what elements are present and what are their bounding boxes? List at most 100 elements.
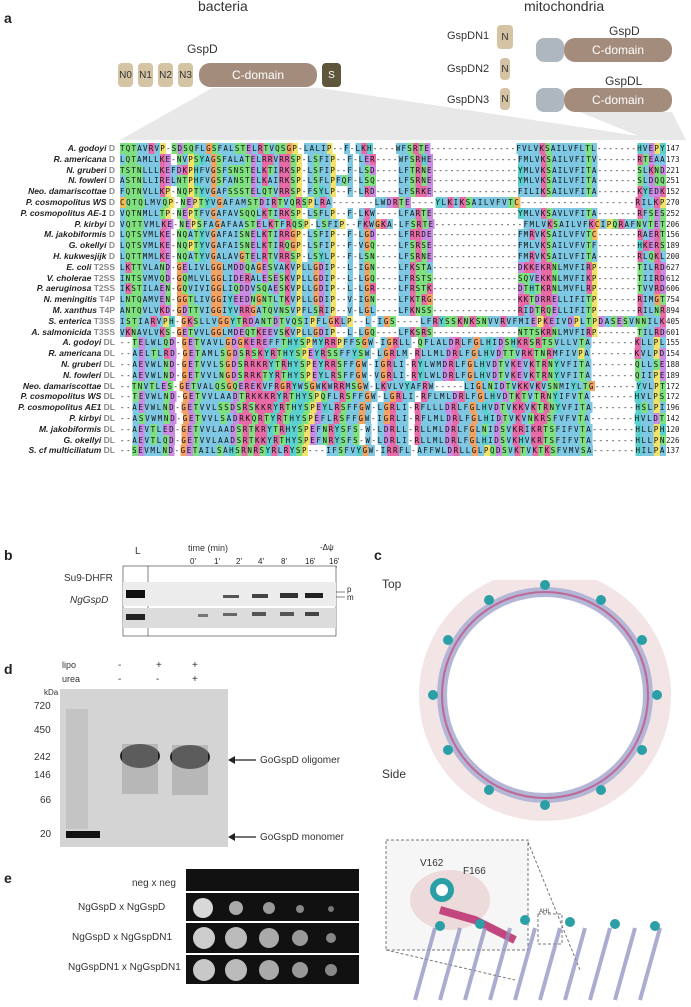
species-name: R. americana	[53, 153, 107, 164]
species-label: P. cosmopolitus WS DL	[0, 391, 115, 402]
species-tag: T3SS	[93, 315, 115, 326]
time-2: 2'	[236, 557, 242, 566]
sequence-cell: --AELTLRD-GETAMLSGDSRSKYRTHYSPEYRSSFFYSW…	[120, 348, 666, 360]
oligomer-label: GoGspD oligomer	[260, 755, 341, 766]
sequence-text: ISTIARVPH-GKSLLVGGYTRDANTDTVQSIPFLGKLP--…	[120, 316, 666, 326]
alignment-row: A. godoyi D TQTAVRVP-SDSQFLGSFALSTELRTVQS…	[0, 143, 691, 154]
panel-a-letter: a	[4, 10, 12, 26]
residue-number: 152	[666, 187, 680, 197]
residue-number: 188	[666, 360, 680, 369]
mito-gspdl-grey-domain	[536, 88, 564, 112]
alignment-row: P. kirbyi DL --ASVWMND-GETVVLSADRKQRTYRTH…	[0, 413, 691, 424]
species-label: G. okellyi D	[0, 240, 115, 251]
sequence-cell: INTSVMVQD-GQMLVLGGLIDERALESESKVPLLGDIP--…	[120, 272, 666, 284]
sequence-text: LQTTMMLKE-NQATYVGALAVGTELRTVRRSP-LSYLP--…	[120, 252, 666, 261]
sequence-text: --AEVTLQD-GETVVLAADSRTKKYRTHYSPEFNRYSFS-…	[120, 435, 666, 445]
species-label: P. aeruginosa T2SS	[0, 283, 115, 294]
sequence-cell: LKTTVLAND-GELIVLGGLMDDQAGESVAKVPLLGDIP--…	[120, 261, 666, 273]
marker-66: 66	[40, 795, 52, 806]
mito-gspd-label: GspD	[609, 24, 640, 38]
sequence-cell: VQTTVMLKE-NEPSFAGAFAASTELKTFRQSP-LSFIP--…	[120, 218, 666, 230]
sequence-cell: LQTSVMLKE-NQPTYVGAFAISNELKTIRQGP-LSFIP--…	[120, 240, 666, 252]
lipo-lane3: +	[192, 660, 198, 671]
species-name: M. xanthus	[52, 305, 98, 315]
panel-c-letter: c	[374, 547, 382, 563]
species-name: P. cosmopolitus WS	[20, 391, 102, 402]
marker-720: 720	[34, 701, 51, 712]
mito-gspd-grey-domain	[536, 38, 564, 62]
alignment-row: E. coli T2SS LKTTVLAND-GELIVLGGLMDDQAGESV…	[0, 261, 691, 273]
sequence-cell: --TELWLQD-GETVAVLGDGKEREFFTHYSPMYRRPFFSG…	[120, 337, 666, 349]
residue-number: 142	[666, 414, 680, 423]
alignment-row: H. kukwesjijk D LQTTMMLKE-NQATYVGALAVGTEL…	[0, 251, 691, 262]
species-label: N. fowleri DL	[0, 370, 115, 381]
panel-e-letter: e	[4, 870, 12, 886]
sequence-text: CQTQLMVQP-NEPTYVGAFAMSTDIRTVQRSPLRA-----…	[120, 198, 666, 207]
species-tag: DL	[103, 380, 115, 391]
time-4: 4'	[258, 557, 264, 566]
urea-lane3: +	[192, 674, 198, 685]
sequence-cell: --ASVWMND-GETVVLSADRKQRTYRTHYSPEFLRSFFGW…	[120, 413, 666, 424]
species-name: G. okellyi	[63, 434, 102, 445]
species-tag: T2SS	[93, 272, 115, 283]
s-domain: S	[322, 63, 341, 87]
sequence-cell: LQTSVMLKE-NQATYVGAFAISNELKTIRRGP-LSFIP--…	[120, 229, 666, 241]
alignment-row: N. gruberi D TSTNLLLKEFDKPHFVGSFSNSTELKTI…	[0, 164, 691, 176]
species-name: N. meningitis	[43, 294, 98, 305]
species-tag: DL	[103, 434, 115, 445]
alignment-row: M. jakobiformis D LQTSVMLKE-NQATYVGAFAISN…	[0, 229, 691, 241]
species-label: P. kirbyi D	[0, 219, 116, 230]
species-label: R. americana DL	[0, 348, 115, 359]
species-tag: DL	[103, 423, 115, 434]
sequence-cell: --TNVTLES-GETVALQSGQEREKVFRGRYWSGWKWRRMS…	[120, 380, 666, 392]
species-label: M. xanthus T4P	[0, 305, 115, 316]
species-tag: T3SS	[93, 326, 115, 337]
gspdn3-label: GspDN3	[447, 94, 490, 106]
residue-number: 252	[666, 208, 680, 218]
alignment-row: A. godoyi DL --TELWLQD-GETVAVLGDGKEREFFTH…	[0, 337, 691, 349]
sequence-cell: --TEVWLND-GETVVLAADTRKKKRYRTHYSPQFLRSFFG…	[120, 391, 666, 403]
residue-number: 601	[666, 327, 680, 337]
sequence-cell: FQTNVLLKP-NQPTYVGAFSSSTELQTVRRSP-FSYLP--…	[120, 186, 666, 198]
alignment-row: N. fowleri D ASTNLLIRELNTPHFVGSFANSTELKAI…	[0, 175, 691, 187]
sequence-text: ANTQVLVKD-GDTTVIGGIYVRRGATQVNSVPFLSRIP--…	[120, 306, 666, 315]
alignment-row: G. okellyi D LQTSVMLKE-NQPTYVGAFAISNELKTI…	[0, 240, 691, 252]
residue-number: 172	[666, 392, 680, 402]
species-name: P. cosmopolitus AE-1	[20, 207, 107, 218]
sequence-text: TQTAVRVP-SDSQFLGSFALSTELRTVQSGP-LALIP--F…	[120, 144, 666, 153]
species-name: A. salmonicida	[31, 326, 92, 337]
sequence-cell: --AEVWLND-GETVVLNGDSRRKTYRTHYSPEYLRSFFGW…	[120, 369, 666, 381]
species-tag: D	[108, 197, 115, 207]
m-label: m	[347, 593, 354, 602]
panel-d-letter: d	[4, 661, 13, 677]
mito-gspdl-label: GspDL	[605, 74, 643, 88]
species-name: S. cf multiciliatum	[28, 445, 102, 456]
sequence-text: VQTTVMLKE-NEPSFAGAFAASTELKTFRQSP-LSFIP--…	[120, 219, 666, 229]
sequence-cell: LQTTMMLKE-NQATYVGALAVGTELRTVRRSP-LSYLP--…	[120, 251, 666, 262]
sequence-cell: --AEVTLED-GETVVLAADSRTKRYTRHYSPEFNRYSFS-…	[120, 423, 666, 435]
n2-domain: N2	[158, 63, 173, 87]
residue-number: 154	[666, 349, 680, 359]
alignment-row: N. gruberi DL --AEVWLND-GETVVLSGDSRRKRYTR…	[0, 359, 691, 370]
sequence-text: --AEVTLED-GETVVLAADSRTKRYTRHYSPEFNRYSFS-…	[120, 424, 666, 434]
urea-lane2: -	[156, 674, 160, 685]
species-tag: DL	[103, 391, 115, 402]
residue-number: 627	[666, 262, 680, 272]
c-domain-bacteria: C-domain	[199, 63, 317, 87]
row-gspdn1-gspdn1-label: NgGspDN1 x NgGspDN1	[68, 962, 181, 973]
gspdn2-label: GspDN2	[447, 63, 490, 75]
residue-number: 754	[666, 295, 680, 305]
sequence-text: IKSTILAEN-GQVIVIGGLIQDDVSQAESKVPLLGDIP--…	[120, 284, 666, 294]
species-tag: D	[108, 240, 115, 251]
species-label: E. coli T2SS	[0, 262, 115, 273]
species-name: E. coli	[66, 261, 92, 272]
species-label: N. meningitis T4P	[0, 294, 115, 305]
sequence-cell: --AEVWLND-GETVVLSSDSRSKKRYRTHYSPEYLRSFFG…	[120, 402, 666, 414]
time-8: 8'	[281, 557, 287, 566]
alignment-row: S. enterica T3SS ISTIARVPH-GKSLLVGGYTRDAN…	[0, 315, 691, 327]
row-gspd-gspd-label: NgGspD x NgGspD	[78, 902, 166, 913]
species-tag: T2SS	[93, 283, 115, 294]
sequence-cell: --AEVTLQD-GETVVLAADSRTKKYRTHYSPEFNRYSFS-…	[120, 434, 666, 446]
species-name: N. fowleri	[63, 369, 102, 380]
p-label: p	[347, 585, 352, 594]
